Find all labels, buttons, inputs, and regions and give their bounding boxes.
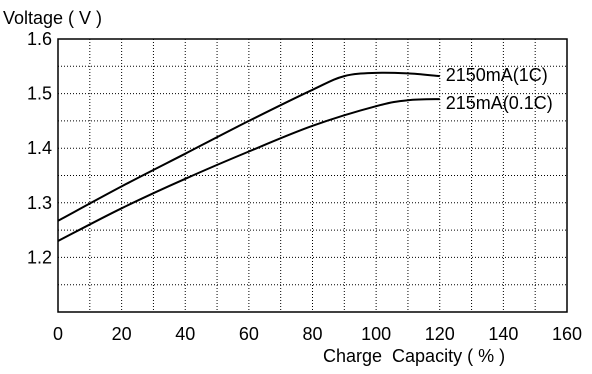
- x-tick-label: 60: [239, 324, 259, 344]
- y-tick-label: 1.2: [27, 247, 52, 267]
- y-tick-label: 1.6: [27, 29, 52, 49]
- series-label: 2150mA(1C): [446, 65, 548, 85]
- x-tick-label: 20: [112, 324, 132, 344]
- series-line: [57, 71, 440, 222]
- x-tick-label: 0: [53, 324, 63, 344]
- series-line: [57, 98, 440, 242]
- plot-frame: [57, 38, 568, 313]
- series-label: 215mA(0.1C): [446, 93, 553, 113]
- x-tick-label: 40: [175, 324, 195, 344]
- y-tick-label: 1.4: [27, 138, 52, 158]
- x-tick-label: 140: [488, 324, 518, 344]
- y-tick-label: 1.3: [27, 193, 52, 213]
- x-axis-title: Charge Capacity ( % ): [323, 346, 506, 366]
- x-tick-label: 80: [302, 324, 322, 344]
- y-axis-title: Voltage ( V ): [3, 8, 103, 28]
- y-tick-label: 1.5: [27, 84, 52, 104]
- x-tick-label: 120: [425, 324, 455, 344]
- x-tick-label: 100: [361, 324, 391, 344]
- x-tick-label: 160: [552, 324, 582, 344]
